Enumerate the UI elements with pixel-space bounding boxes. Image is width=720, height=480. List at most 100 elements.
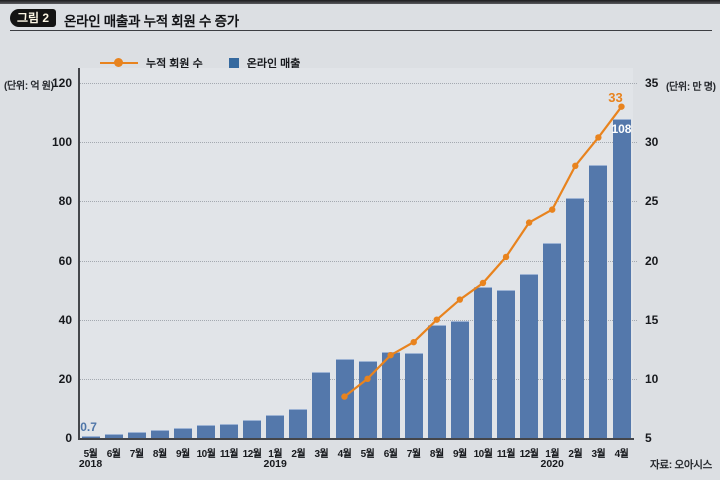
bar — [81, 435, 100, 438]
bar — [404, 352, 423, 438]
bar — [197, 425, 215, 438]
line-point — [549, 206, 556, 213]
gridline — [79, 142, 637, 144]
line-point — [410, 338, 417, 346]
data-label: 33 — [608, 89, 623, 105]
bar — [243, 420, 262, 439]
bar — [127, 431, 146, 438]
x-axis-year-label: 2018 — [78, 458, 103, 470]
x-axis-month-label: 6월 — [106, 449, 121, 460]
x-axis-month-label: 4월 — [337, 449, 352, 460]
bar — [612, 118, 631, 438]
x-axis-month-label: 9월 — [453, 449, 467, 460]
line-point — [618, 103, 625, 110]
legend-item-sales: 온라인 매출 — [228, 55, 301, 71]
x-axis-month-label: 8월 — [152, 449, 167, 460]
line-series-marker-icon — [100, 58, 138, 67]
bar — [266, 414, 285, 438]
gridline — [79, 83, 637, 84]
line-point — [433, 316, 440, 323]
bar — [427, 325, 446, 438]
data-label: 0.7 — [80, 419, 97, 434]
bar — [543, 242, 562, 438]
right-axis-tick: 35 — [645, 76, 659, 90]
left-axis-tick: 120 — [51, 76, 72, 90]
x-axis-month-label: 4월 — [614, 449, 629, 460]
x-axis-month-label: 2월 — [291, 449, 306, 460]
data-label: 108 — [611, 121, 632, 136]
figure-title: 온라인 매출과 누적 회원 수 증가 — [64, 14, 239, 29]
left-axis-tick: 60 — [58, 253, 72, 268]
bar — [358, 361, 377, 438]
left-axis-tick: 20 — [58, 371, 72, 386]
x-axis-month-label: 12월 — [519, 449, 539, 460]
right-axis-unit: (단위: 만 명) — [666, 82, 716, 93]
source-note: 자료: 오아시스 — [650, 459, 712, 471]
x-axis-month-label: 1월 — [268, 449, 283, 460]
x-axis-month-label: 5월 — [360, 449, 375, 460]
bar — [474, 286, 492, 438]
x-axis-month-label: 6월 — [383, 449, 398, 460]
bar — [566, 198, 585, 438]
bar — [589, 164, 608, 438]
dot-icon — [114, 58, 123, 67]
x-axis-month-label: 9월 — [176, 449, 190, 460]
right-axis-tick: 30 — [645, 135, 659, 150]
legend-item-members: 누적 회원 수 — [100, 55, 203, 71]
line-point — [456, 296, 464, 303]
bar — [312, 372, 331, 438]
gridline — [79, 319, 637, 321]
chart-legend: 누적 회원 수 온라인 매출 — [100, 55, 300, 71]
bar — [150, 430, 169, 438]
line-point — [525, 219, 533, 226]
right-axis-tick: 15 — [645, 312, 659, 327]
line-point — [387, 351, 394, 359]
line-series-layer — [341, 103, 625, 400]
x-axis-month-label: 10월 — [473, 449, 493, 460]
line-point — [479, 279, 487, 287]
members-line — [343, 106, 623, 398]
line-point — [364, 375, 371, 383]
left-axis-tick: 40 — [58, 312, 72, 327]
figure-tag-badge: 그림 2 — [10, 9, 56, 27]
bar — [520, 273, 539, 438]
top-border — [0, 0, 720, 4]
bar — [220, 423, 238, 438]
title-divider — [10, 30, 712, 31]
left-axis-tick: 80 — [58, 194, 72, 209]
bar — [104, 433, 123, 438]
left-axis-unit: (단위: 억 원) — [4, 81, 54, 92]
gridline — [79, 378, 637, 380]
x-axis-year-label: 2020 — [540, 458, 564, 470]
x-axis-month-label: 5월 — [83, 449, 98, 460]
x-axis-month-label: 3월 — [314, 449, 329, 460]
x-axis-month-label: 7월 — [129, 449, 144, 460]
x-axis-month-label: 2월 — [568, 449, 583, 460]
gridline — [79, 201, 637, 203]
line-point — [572, 162, 579, 170]
x-axis-month-label: 10월 — [196, 449, 216, 460]
bar — [497, 289, 515, 438]
line-point — [341, 393, 348, 400]
left-axis-tick: 100 — [51, 135, 72, 150]
left-axis-tick: 0 — [65, 431, 72, 445]
x-axis-month-label: 7월 — [406, 449, 421, 460]
right-axis-tick: 25 — [645, 194, 659, 209]
line-point — [502, 253, 510, 261]
x-axis-year-label: 2019 — [263, 458, 287, 470]
x-axis-month-label: 11월 — [219, 449, 239, 460]
bar — [173, 427, 192, 438]
left-axis-line — [78, 68, 80, 440]
legend-label-members: 누적 회원 수 — [146, 58, 203, 70]
gridline — [79, 260, 637, 262]
x-axis-month-label: 11월 — [496, 449, 516, 460]
bar — [450, 320, 469, 438]
right-axis-tick: 5 — [645, 431, 652, 445]
right-axis-tick: 20 — [645, 253, 659, 268]
x-axis-line — [78, 438, 634, 440]
x-axis-month-label: 8월 — [429, 449, 444, 460]
bar — [289, 409, 308, 438]
x-axis-month-label: 12월 — [242, 449, 262, 460]
legend-label-sales: 온라인 매출 — [246, 58, 301, 70]
